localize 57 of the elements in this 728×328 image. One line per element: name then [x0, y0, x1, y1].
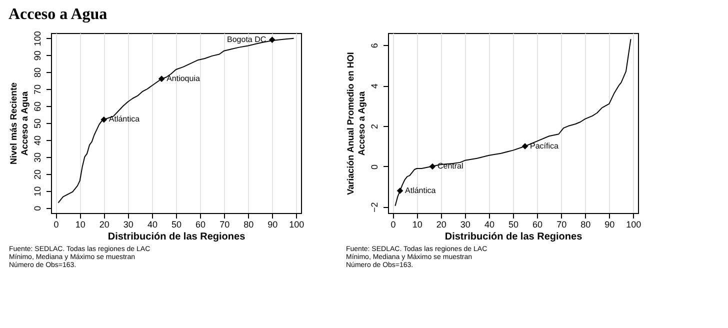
line-series [394, 38, 632, 206]
x-tick-label: 100 [626, 220, 642, 230]
x-axis-title: Distribución de las Regiones [444, 232, 583, 242]
y-tick-label: 50 [32, 118, 42, 129]
point [396, 188, 404, 194]
x-tick-label: 90 [268, 220, 278, 230]
x-tick-label: 90 [604, 220, 615, 230]
x-tick-label: 30 [460, 220, 470, 230]
x-tick-label: 60 [196, 220, 206, 230]
y-tick-label: 100 [32, 31, 42, 46]
y-tick-label: 30 [32, 152, 42, 162]
annotation: Atlántica [108, 114, 140, 124]
y-tick-label: 6 [370, 43, 380, 48]
chart-title: Acceso a Agua [8, 6, 108, 24]
y-tick-label: 20 [32, 169, 42, 180]
y-tick-label: 80 [32, 68, 42, 78]
point [429, 163, 436, 170]
annotation: Bogota DC [227, 34, 266, 44]
x-tick-label: 20 [99, 220, 110, 230]
x-axis-title: Distribución de las Regiones [108, 232, 246, 242]
x-tick-label: 0 [390, 220, 396, 230]
y-tick-label: 60 [32, 102, 42, 112]
y-tick-label: 10 [32, 186, 42, 196]
y-axis-title: Nivel más Reciente Acceso a Agua [8, 82, 30, 165]
y-axis-title: Variación Anual Promedio en HOI Acceso a Agua [346, 52, 366, 195]
x-tick-label: 20 [436, 220, 446, 230]
y-tick-label: −2 [370, 202, 380, 213]
x-tick-label: 0 [54, 220, 59, 230]
point [158, 76, 165, 82]
x-tick-label: 100 [289, 220, 304, 230]
x-tick-label: 50 [171, 220, 182, 230]
y-tick-label: 2 [370, 124, 380, 130]
point [268, 36, 276, 43]
y-tick-label: 0 [32, 206, 42, 211]
y-tick-label: 90 [32, 50, 42, 61]
x-tick-label: 80 [580, 220, 591, 230]
y-tick-label: 40 [32, 135, 42, 146]
x-tick-label: 60 [532, 220, 543, 230]
y-tick-label: 0 [370, 164, 380, 170]
x-tick-label: 50 [508, 220, 519, 230]
point [522, 143, 528, 150]
y-tick-label: 4 [370, 84, 380, 89]
annotation: Pacífica [530, 141, 560, 150]
y-tick-label: 70 [32, 84, 42, 95]
x-tick-label: 70 [220, 220, 230, 230]
x-tick-label: 10 [412, 220, 422, 230]
x-tick-label: 80 [244, 220, 254, 230]
line-series [58, 38, 294, 204]
point [100, 116, 108, 123]
annotation: Atlántica [405, 186, 436, 195]
x-tick-label: 40 [484, 220, 494, 230]
x-tick-label: 40 [147, 220, 158, 230]
annotation: Central [437, 161, 464, 170]
x-tick-label: 70 [556, 220, 567, 230]
annotation: Antioquia [166, 74, 200, 83]
x-tick-label: 30 [123, 220, 134, 230]
x-tick-label: 10 [75, 220, 86, 230]
